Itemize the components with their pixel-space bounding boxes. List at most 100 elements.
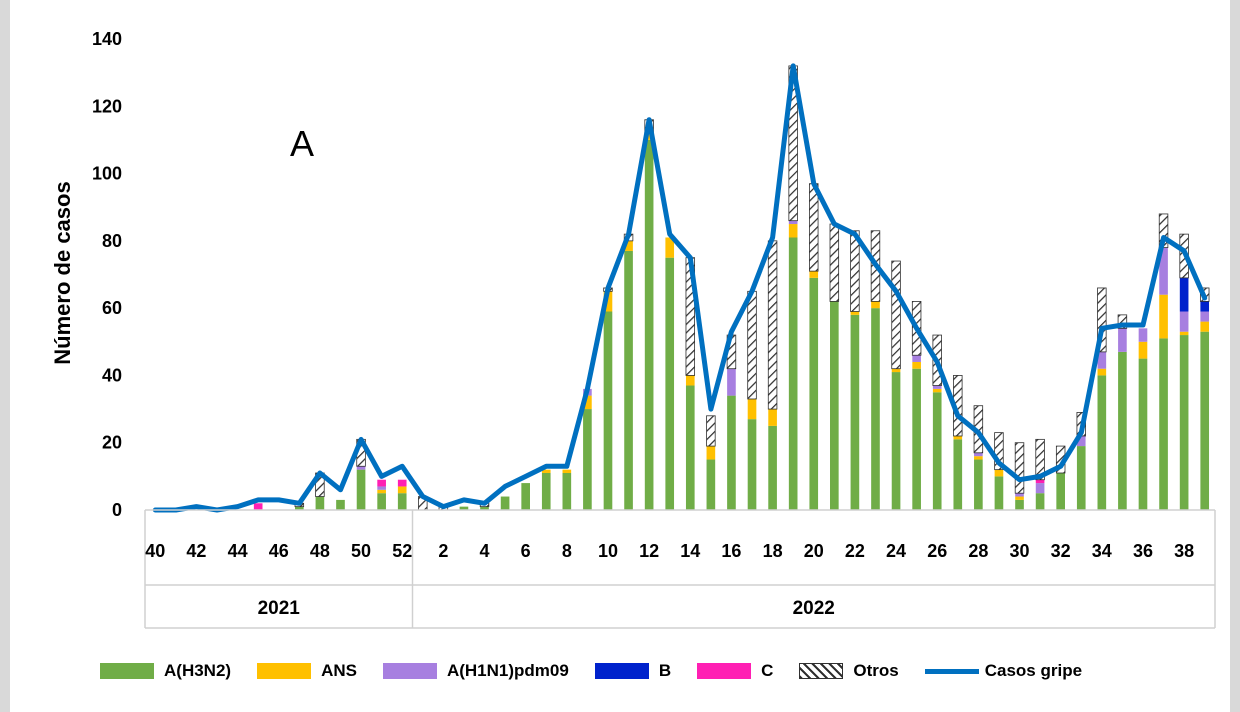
bar-segment-a-h1n1-pdm09 bbox=[356, 466, 366, 470]
x-tick-label: 8 bbox=[562, 541, 572, 561]
bar-segment-a-h3n2- bbox=[377, 493, 386, 510]
x-tick-label: 34 bbox=[1092, 541, 1112, 561]
bar-segment-a-h3n2- bbox=[562, 472, 572, 510]
bar-segment-a-h3n2- bbox=[1015, 499, 1024, 510]
bar-segment-a-h3n2- bbox=[644, 139, 654, 510]
bar-segment-a-h3n2- bbox=[768, 425, 777, 510]
bar-segment-c bbox=[1035, 479, 1045, 484]
x-tick-label: 4 bbox=[480, 541, 490, 561]
legend-item: B bbox=[594, 661, 671, 681]
x-tick-label: 52 bbox=[392, 541, 412, 561]
x-tick-label: 44 bbox=[228, 541, 248, 561]
bar-segment-ans bbox=[603, 291, 613, 312]
bar-segment-a-h3n2- bbox=[953, 439, 963, 510]
legend-item: A(H3N2) bbox=[100, 661, 231, 681]
bar-segment-ans bbox=[541, 469, 551, 473]
bar-segment-ans bbox=[583, 395, 592, 410]
bar-segment-ans bbox=[397, 486, 407, 494]
bar-segment-otros bbox=[747, 290, 757, 400]
bar-segment-a-h1n1-pdm09 bbox=[1076, 435, 1086, 447]
bar-segment-a-h3n2- bbox=[830, 301, 839, 510]
bar-segment-a-h3n2- bbox=[788, 237, 798, 510]
y-tick-label: 80 bbox=[102, 231, 122, 251]
bar-segment-b bbox=[1200, 301, 1210, 312]
bar-segment-ans bbox=[747, 398, 757, 420]
bar-segment-a-h3n2- bbox=[685, 385, 695, 510]
right-border bbox=[1230, 0, 1240, 712]
x-tick-label: 36 bbox=[1133, 541, 1153, 561]
bar-segment-a-h3n2- bbox=[1035, 493, 1045, 510]
bar-segment-ans bbox=[685, 375, 695, 386]
bar-segment-a-h1n1-pdm09 bbox=[1200, 311, 1210, 322]
bar-segment-ans bbox=[809, 271, 819, 278]
x-tick-label: 22 bbox=[845, 541, 865, 561]
legend-swatch bbox=[799, 663, 844, 679]
x-tick-label: 46 bbox=[269, 541, 289, 561]
x-tick-label: 28 bbox=[968, 541, 988, 561]
bar-segment-a-h1n1-pdm09 bbox=[1035, 483, 1045, 494]
x-tick-label: 6 bbox=[521, 541, 531, 561]
x-tick-label: 26 bbox=[927, 541, 947, 561]
bar-segment-a-h1n1-pdm09 bbox=[932, 385, 942, 389]
bar-segment-a-h3n2- bbox=[706, 459, 716, 510]
y-tick-label: 40 bbox=[102, 365, 122, 385]
bar-segment-otros bbox=[706, 415, 716, 447]
bar-segment-a-h1n1-pdm09 bbox=[727, 368, 736, 396]
bar-segment-c bbox=[377, 479, 386, 487]
bar-segment-ans bbox=[706, 446, 716, 460]
bar-segment-a-h3n2- bbox=[727, 395, 736, 510]
x-tick-label: 50 bbox=[351, 541, 371, 561]
bar-segment-ans bbox=[1138, 341, 1148, 359]
bar-segment-ans bbox=[932, 388, 942, 393]
bar-segment-ans bbox=[850, 311, 860, 315]
bar-segment-a-h3n2- bbox=[624, 250, 633, 510]
bar-segment-a-h1n1-pdm09 bbox=[1179, 311, 1189, 332]
x-tick-label: 38 bbox=[1174, 541, 1194, 561]
bar-segment-a-h3n2- bbox=[500, 496, 510, 510]
bar-segment-a-h3n2- bbox=[1118, 351, 1127, 510]
bar-segment-a-h3n2- bbox=[912, 368, 921, 510]
bar-segment-a-h3n2- bbox=[1138, 358, 1148, 510]
bar-segment-a-h3n2- bbox=[603, 311, 613, 510]
legend-line-swatch bbox=[924, 668, 979, 674]
bar-segment-ans bbox=[953, 435, 963, 440]
x-group-label-2022: 2022 bbox=[793, 598, 835, 619]
x-tick-label: 2 bbox=[438, 541, 448, 561]
bar-segment-ans bbox=[994, 469, 1004, 477]
bar-segment-ans bbox=[562, 469, 572, 473]
bar-segment-ans bbox=[377, 489, 386, 494]
bar-segment-a-h3n2- bbox=[356, 469, 366, 510]
bar-segment-a-h1n1-pdm09 bbox=[1097, 351, 1107, 369]
bar-segment-c bbox=[397, 479, 407, 487]
legend-item: ANS bbox=[257, 661, 357, 681]
legend-label: ANS bbox=[321, 661, 357, 680]
bar-segment-ans bbox=[912, 361, 921, 369]
y-axis: 0 20 40 60 80 100 120 140 bbox=[92, 29, 122, 520]
x-tick-label: 20 bbox=[804, 541, 824, 561]
x-tick-label: 48 bbox=[310, 541, 330, 561]
bar-segment-a-h3n2- bbox=[397, 493, 407, 510]
bar-segment-ans bbox=[788, 224, 798, 238]
legend-swatch bbox=[382, 663, 437, 679]
y-tick-label: 100 bbox=[92, 164, 122, 184]
left-border bbox=[0, 0, 10, 712]
bar-segment-ans bbox=[1159, 294, 1168, 339]
legend-label: Otros bbox=[853, 661, 899, 680]
bar-segment-a-h3n2- bbox=[1200, 331, 1210, 510]
legend-item: Casos gripe bbox=[924, 661, 1083, 681]
bar-segment-a-h1n1-pdm09 bbox=[974, 452, 983, 457]
bar-segment-ans bbox=[665, 237, 675, 258]
x-axis: 40 42 44 46 48 50 52 2 4 6 8 10 12 14 16 18 20 22 24 26 28 30… bbox=[144, 509, 1216, 629]
bar-segment-c bbox=[253, 503, 263, 510]
legend-item: A(H1N1)pdm09 bbox=[382, 661, 569, 681]
bar-segment-a-h3n2- bbox=[994, 476, 1004, 510]
bar-segment-a-h3n2- bbox=[850, 314, 860, 510]
bar-segment-ans bbox=[1097, 368, 1107, 376]
bar-segment-a-h3n2- bbox=[1056, 472, 1065, 510]
legend-label: Casos gripe bbox=[984, 661, 1083, 680]
bar-segment-a-h3n2- bbox=[521, 483, 530, 510]
y-axis-label: Número de casos bbox=[50, 181, 75, 364]
x-tick-label: 30 bbox=[1010, 541, 1030, 561]
bar-segment-a-h3n2- bbox=[459, 506, 469, 510]
